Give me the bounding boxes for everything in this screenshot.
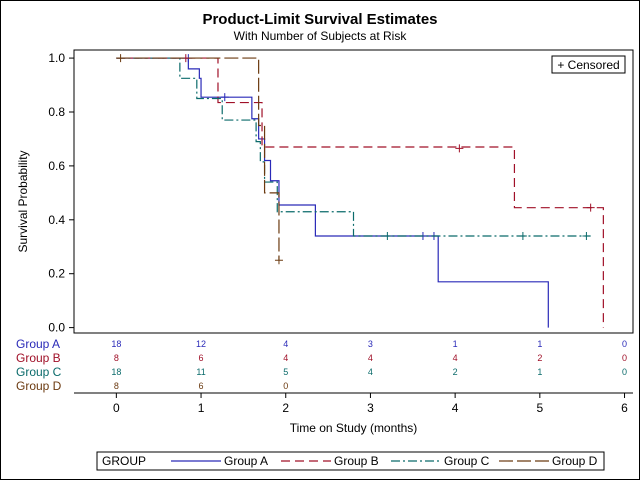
- at-risk-count: 4: [368, 353, 373, 363]
- at-risk-count: 0: [622, 353, 627, 363]
- x-tick-label: 0: [113, 401, 120, 415]
- at-risk-count: 4: [283, 353, 288, 363]
- at-risk-count: 0: [622, 367, 627, 377]
- at-risk-count: 11: [196, 367, 205, 377]
- at-risk-count: 3: [368, 339, 373, 349]
- censored-mark: [220, 93, 229, 102]
- at-risk-count: 4: [453, 353, 458, 363]
- at-risk-count: 8: [114, 353, 119, 363]
- survival-curve: [116, 57, 591, 237]
- at-risk-group-label: Group D: [16, 379, 62, 393]
- legend-entry-label: Group B: [334, 454, 379, 468]
- censored-mark: [383, 231, 392, 240]
- x-tick-label: 3: [367, 401, 374, 415]
- at-risk-count: 5: [283, 367, 288, 377]
- censored-mark: [582, 231, 591, 240]
- y-tick-label: 0.6: [48, 159, 65, 173]
- at-risk-count: 12: [196, 339, 206, 349]
- legend-entry-label: Group A: [224, 454, 268, 468]
- censored-legend-label: + Censored: [557, 58, 619, 72]
- y-tick-label: 1.0: [48, 51, 65, 65]
- plot-area-border: [73, 49, 634, 334]
- at-risk-count: 1: [537, 367, 542, 377]
- censored-mark: [274, 256, 283, 265]
- at-risk-count: 1: [453, 339, 458, 349]
- x-tick-label: 1: [198, 401, 205, 415]
- censored-mark: [518, 231, 527, 240]
- at-risk-count: 1: [537, 339, 542, 349]
- chart-title: Product-Limit Survival Estimates: [202, 11, 438, 28]
- survival-curve: [116, 57, 604, 328]
- y-axis-label: Survival Probability: [16, 150, 30, 252]
- at-risk-count: 2: [537, 353, 542, 363]
- at-risk-count: 0: [283, 381, 288, 391]
- at-risk-group-label: Group B: [16, 351, 61, 365]
- at-risk-count: 8: [114, 381, 119, 391]
- legend-entry-label: Group D: [552, 454, 598, 468]
- x-tick-label: 6: [621, 401, 628, 415]
- at-risk-count: 6: [199, 353, 204, 363]
- censored-legend-box: [551, 55, 626, 74]
- at-risk-count: 0: [622, 339, 627, 349]
- at-risk-count: 18: [111, 339, 121, 349]
- x-tick-label: 5: [536, 401, 543, 415]
- censored-mark: [586, 203, 595, 212]
- legend-entry-label: Group C: [444, 454, 490, 468]
- y-tick-label: 0.0: [48, 321, 65, 335]
- at-risk-count: 6: [199, 381, 204, 391]
- survival-curve: [116, 57, 549, 328]
- group-legend-box: [96, 451, 605, 471]
- survival-curve: [116, 57, 280, 261]
- y-tick-label: 0.8: [48, 105, 65, 119]
- at-risk-count: 18: [111, 367, 121, 377]
- censored-mark: [116, 54, 125, 63]
- at-risk-group-label: Group A: [16, 337, 60, 351]
- y-tick-label: 0.2: [48, 267, 65, 281]
- at-risk-count: 4: [283, 339, 288, 349]
- x-tick-label: 4: [452, 401, 459, 415]
- censored-mark: [455, 144, 464, 153]
- y-tick-label: 0.4: [48, 213, 65, 227]
- x-tick-label: 2: [282, 401, 289, 415]
- at-risk-count: 2: [453, 367, 458, 377]
- x-axis-label: Time on Study (months): [290, 421, 418, 435]
- chart-subtitle: With Number of Subjects at Risk: [233, 29, 407, 43]
- at-risk-group-label: Group C: [16, 365, 62, 379]
- at-risk-count: 4: [368, 367, 373, 377]
- group-legend-title: GROUP: [102, 454, 146, 468]
